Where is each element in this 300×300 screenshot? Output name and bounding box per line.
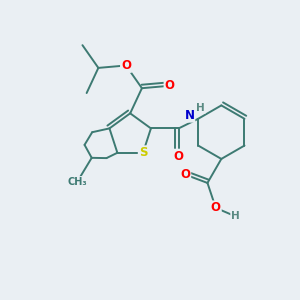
Text: O: O [121, 59, 131, 72]
Text: O: O [180, 168, 190, 181]
Text: S: S [139, 146, 147, 159]
Text: O: O [211, 201, 221, 214]
Text: O: O [174, 150, 184, 163]
Text: H: H [196, 103, 205, 113]
Text: O: O [164, 79, 175, 92]
Text: CH₃: CH₃ [68, 177, 87, 187]
Text: H: H [231, 211, 240, 221]
Text: N: N [184, 109, 194, 122]
